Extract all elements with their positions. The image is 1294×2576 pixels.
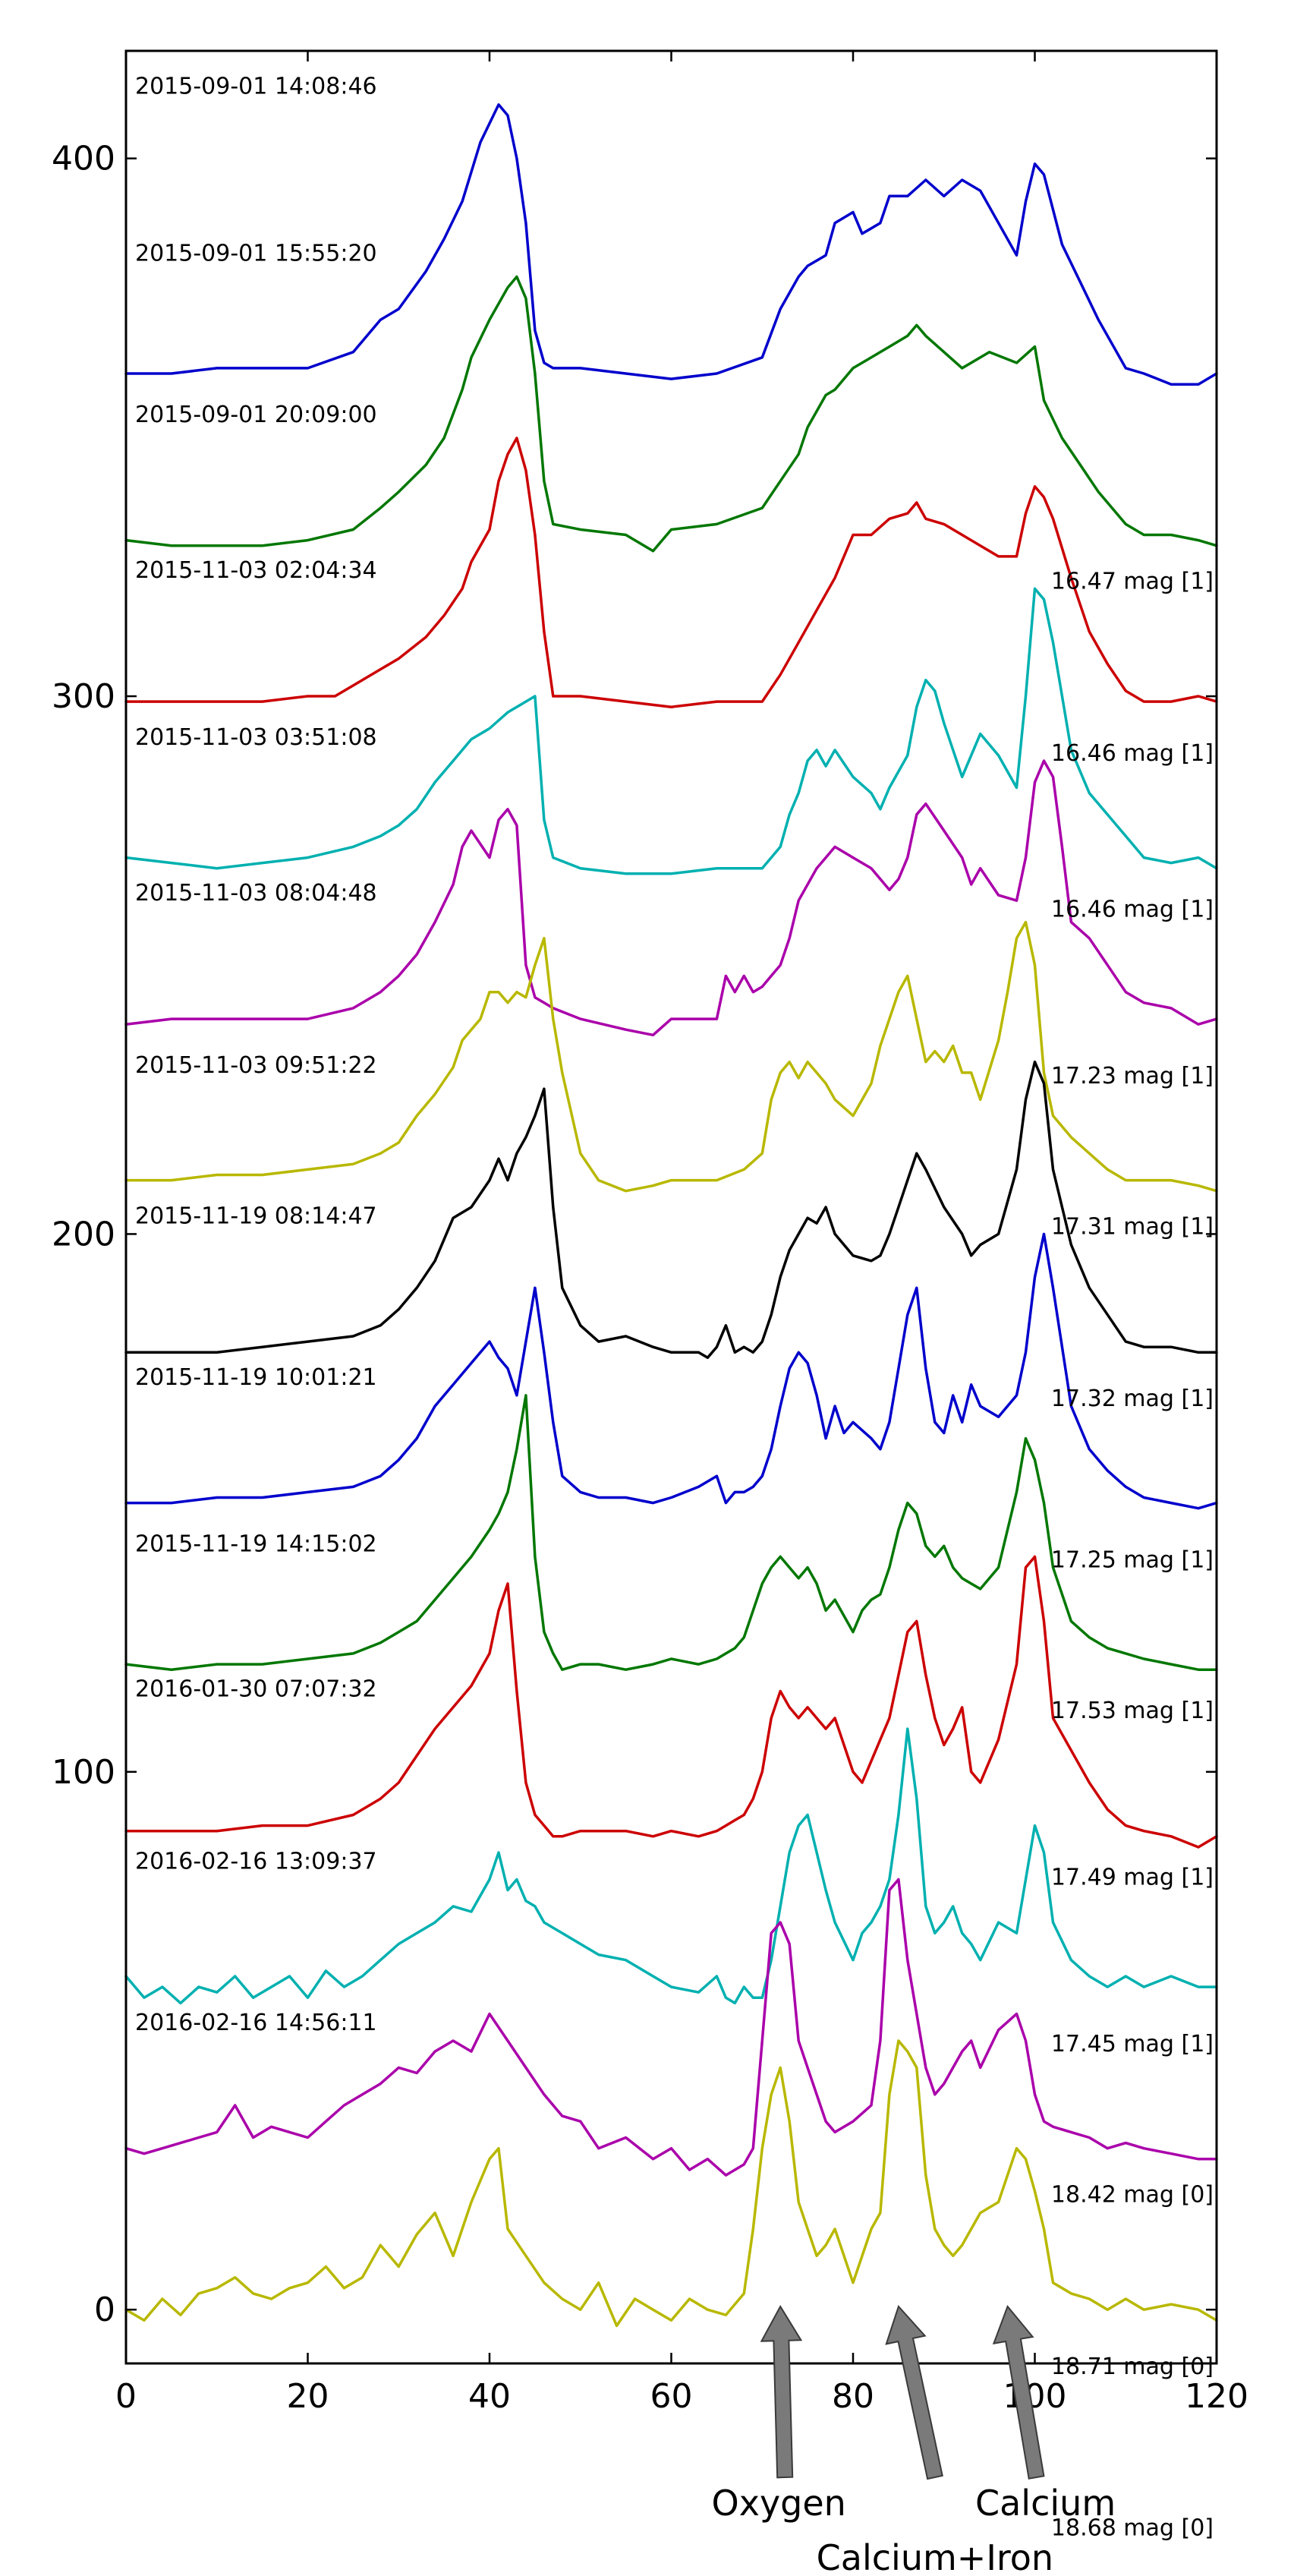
series-mag-label-13: 18.68 mag [0]: [1051, 2515, 1214, 2542]
annotation-arrow-1: [760, 2305, 803, 2479]
y-tick-label: 400: [52, 140, 115, 178]
y-tick-label: 200: [52, 1215, 115, 1253]
series-line-11: [124, 1727, 1218, 2005]
series-mag-label-7: 17.25 mag [1]: [1051, 1547, 1214, 1574]
series-mag-label-9: 17.49 mag [1]: [1051, 1865, 1214, 1891]
series-line-13: [124, 2039, 1218, 2328]
series-line-8: [124, 1232, 1218, 1510]
series-date-label-10: 2015-11-19 14:15:02: [135, 1531, 377, 1557]
annotation-label-3: Calcium: [975, 2483, 1116, 2524]
series-mag-label-10: 17.45 mag [1]: [1051, 2031, 1214, 2057]
series-mag-label-11: 18.42 mag [0]: [1051, 2182, 1214, 2209]
y-tick-label: 300: [52, 677, 115, 716]
series-mag-label-3: 16.46 mag [1]: [1051, 897, 1214, 923]
series-mag-label-2: 16.46 mag [1]: [1051, 740, 1214, 767]
series-group: [124, 103, 1218, 2328]
series-date-label-11: 2016-01-30 07:07:32: [135, 1676, 377, 1703]
x-tick-label: 20: [287, 2377, 329, 2416]
series-mag-label-8: 17.53 mag [1]: [1051, 1698, 1214, 1724]
x-tick-label: 80: [832, 2377, 874, 2416]
series-date-label-1: 2015-09-01 14:08:46: [135, 74, 377, 100]
annotation-arrow-3: [992, 2305, 1045, 2480]
y-tick-label: 100: [52, 1753, 115, 1792]
annotation-label-1: Oxygen: [712, 2483, 846, 2524]
series-line-3: [124, 437, 1218, 708]
series-mag-label-12: 18.71 mag [0]: [1051, 2354, 1214, 2380]
annotation-group: Oxygen Calcium+Iron Calcium: [712, 2305, 1116, 2576]
series-line-5: [124, 759, 1218, 1037]
x-tick-label: 40: [468, 2377, 511, 2416]
series-line-2: [124, 275, 1218, 553]
series-line-7: [124, 1060, 1218, 1360]
series-line-9: [124, 1394, 1218, 1671]
series-date-label-13: 2016-02-16 14:56:11: [135, 2010, 377, 2036]
labels-group: 2015-09-01 14:08:46 16.47 mag [1] 2015-09-…: [135, 74, 1214, 2542]
series-date-label-12: 2016-02-16 13:09:37: [135, 1848, 377, 1874]
series-date-label-6: 2015-11-03 08:04:48: [135, 880, 377, 906]
series-line-6: [124, 920, 1218, 1193]
series-mag-label-6: 17.32 mag [1]: [1051, 1386, 1214, 1412]
series-line-4: [124, 587, 1218, 875]
series-line-12: [124, 1878, 1218, 2177]
series-date-label-8: 2015-11-19 08:14:47: [135, 1203, 377, 1229]
series-mag-label-4: 17.23 mag [1]: [1051, 1063, 1214, 1089]
annotation-label-2: Calcium+Iron: [817, 2537, 1053, 2576]
series-date-label-5: 2015-11-03 03:51:08: [135, 724, 377, 751]
series-date-label-3: 2015-09-01 20:09:00: [135, 402, 377, 428]
series-line-10: [124, 1555, 1218, 1849]
x-tick-label: 0: [115, 2377, 137, 2416]
annotation-arrow-2: [885, 2305, 943, 2480]
series-date-label-2: 2015-09-01 15:55:20: [135, 240, 377, 266]
series-line-1: [124, 103, 1218, 386]
x-tick-label: 120: [1185, 2377, 1248, 2416]
series-date-label-4: 2015-11-03 02:04:34: [135, 557, 377, 584]
series-date-label-7: 2015-11-03 09:51:22: [135, 1052, 377, 1079]
x-tick-label: 60: [650, 2377, 693, 2416]
y-tick-label: 0: [94, 2291, 115, 2329]
series-mag-label-5: 17.31 mag [1]: [1051, 1213, 1214, 1240]
series-mag-label-1: 16.47 mag [1]: [1051, 568, 1214, 594]
series-date-label-9: 2015-11-19 10:01:21: [135, 1364, 377, 1391]
